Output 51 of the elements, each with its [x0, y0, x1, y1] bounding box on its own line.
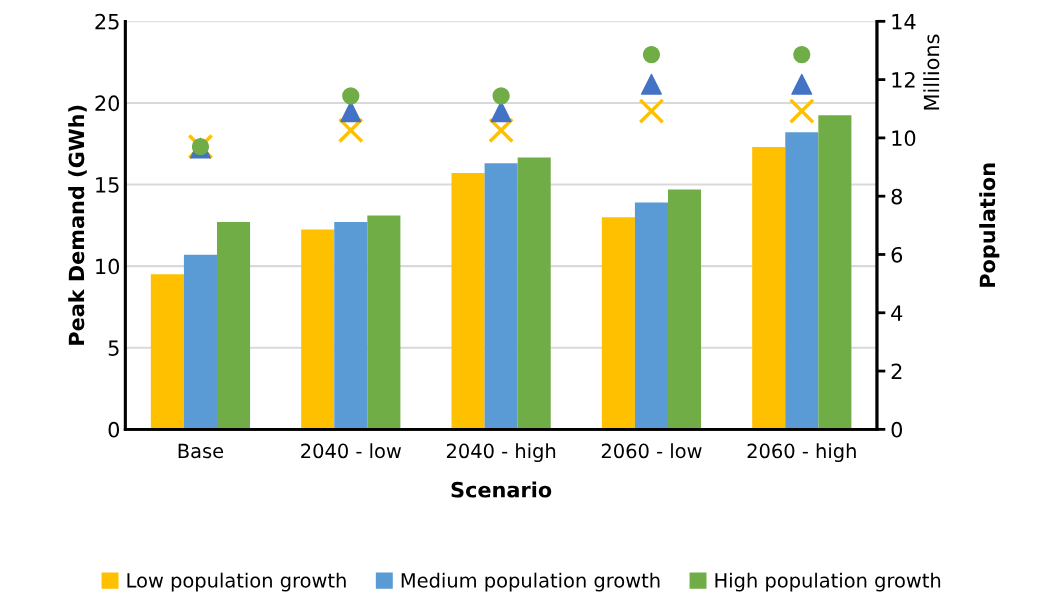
y-axis-title: Peak Demand (GWh): [68, 105, 87, 345]
y2-tick-label: 0: [891, 421, 903, 438]
y-tick-label: 10: [96, 258, 120, 275]
point: [788, 98, 815, 125]
bar: [752, 146, 786, 430]
x-tick-label: 2060 - low: [601, 443, 702, 459]
x-tick-label: Base: [178, 443, 224, 459]
bar: [601, 217, 635, 430]
bar: [367, 215, 401, 430]
point: [642, 45, 661, 64]
point: [793, 45, 811, 64]
bar: [517, 157, 551, 430]
point: [640, 73, 662, 95]
y2-tick-label: 8: [891, 188, 902, 205]
text: Millions: [923, 34, 940, 110]
legend-label: Low population growth: [127, 572, 346, 592]
y2-tick-label: 10: [892, 130, 916, 147]
y2-axis-title: Population: [979, 163, 1000, 287]
legend-label: High population growth: [715, 572, 941, 592]
bar: [484, 163, 518, 430]
y2-tick-label: 12: [892, 72, 915, 88]
point: [638, 98, 665, 125]
y2-tick-label: 2: [891, 363, 902, 379]
x-tick-label: 2060 - high: [747, 443, 856, 463]
bar: [216, 222, 251, 430]
y-tick-label: 15: [96, 177, 119, 193]
x-axis-title: Scenario: [451, 481, 552, 498]
bar: [818, 115, 852, 430]
bar: [667, 189, 702, 430]
bar: [634, 202, 668, 430]
bar: [785, 132, 819, 430]
point: [340, 101, 362, 123]
bar: [150, 274, 184, 430]
x-tick-label: 2040 - low: [301, 443, 401, 459]
legend-label: Medium population growth: [401, 572, 660, 592]
point: [791, 73, 813, 95]
bar: [183, 254, 217, 430]
y2-tick-label: 4: [891, 305, 903, 321]
bar: [451, 173, 485, 430]
y-tick-label: 20: [95, 95, 120, 112]
point: [492, 87, 510, 105]
point: [342, 87, 360, 105]
point: [490, 101, 512, 123]
y2-tick-label: 14: [892, 14, 916, 30]
y2-tick-label: 6: [891, 246, 903, 263]
bar: [334, 222, 368, 430]
y-tick-label: 25: [95, 13, 119, 30]
bar: [301, 229, 335, 430]
y-tick-label: 0: [108, 421, 120, 438]
x-tick-label: 2040 - high: [446, 443, 556, 463]
y-tick-label: 5: [108, 340, 119, 356]
